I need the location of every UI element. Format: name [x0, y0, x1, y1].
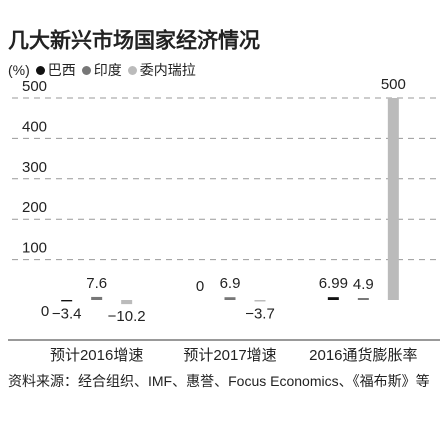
y-axis-unit: (%): [8, 62, 30, 78]
data-label: 6.9: [220, 275, 241, 292]
data-label: 4.9: [353, 276, 374, 293]
bar: [61, 300, 73, 302]
chart-title: 几大新兴市场国家经济情况: [8, 29, 260, 53]
data-label: 500: [381, 76, 406, 93]
y-tick-label: 400: [22, 118, 47, 135]
legend-swatch: [35, 65, 45, 75]
y-tick-label: 500: [22, 78, 47, 95]
legend-swatch: [81, 65, 91, 75]
legend-item: 巴西: [35, 60, 76, 80]
legend: (%) 巴西 印度 委内瑞拉: [8, 60, 196, 80]
bar: [387, 98, 399, 300]
data-label: 7.6: [86, 275, 107, 292]
legend-item: 印度: [81, 60, 122, 80]
data-label: −10.2: [108, 308, 146, 325]
legend-label: 印度: [93, 62, 122, 78]
legend-item: 委内瑞拉: [127, 60, 196, 80]
legend-label: 巴西: [47, 62, 76, 78]
bar: [224, 297, 236, 300]
bar: [254, 300, 266, 302]
data-label: 0: [196, 278, 204, 295]
x-tick-label: 预计2017增速: [183, 347, 276, 364]
y-tick-label: 0: [41, 303, 49, 320]
y-tick-label: 100: [22, 240, 47, 257]
bar: [357, 298, 369, 300]
legend-swatch: [127, 65, 137, 75]
legend-label: 委内瑞拉: [139, 62, 196, 78]
data-label: 6.99: [319, 275, 348, 292]
bar: [91, 296, 103, 300]
y-tick-label: 300: [22, 159, 47, 176]
source-note: 资料来源：经合组织、IMF、惠誉、Focus Economics、《福布斯》等: [8, 373, 430, 389]
x-tick-label: 预计2016增速: [50, 347, 143, 364]
data-label: −3.7: [245, 305, 275, 322]
bar: [327, 297, 339, 300]
y-tick-label: 200: [22, 199, 47, 216]
data-label: −3.4: [52, 305, 82, 322]
bar: [121, 300, 133, 305]
x-tick-label: 2016通货膨胀率: [309, 347, 417, 364]
